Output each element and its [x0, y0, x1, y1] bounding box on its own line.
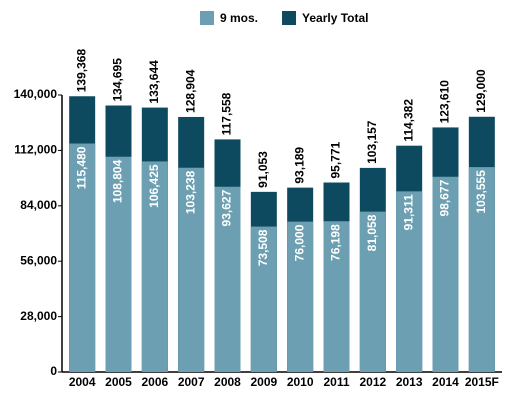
- data-label: 103,238: [183, 170, 197, 214]
- x-tick-label: 2006: [141, 375, 168, 389]
- x-tick-label: 2005: [105, 375, 132, 389]
- bar: [250, 226, 277, 372]
- bar: [214, 186, 241, 372]
- data-label: 76,000: [292, 224, 306, 261]
- data-label: 93,627: [220, 189, 234, 226]
- x-tick-label: 2008: [214, 375, 241, 389]
- data-label: 123,610: [438, 80, 452, 124]
- data-label: 117,558: [220, 92, 234, 135]
- y-tick-label: 0: [50, 364, 57, 378]
- data-label: 76,198: [329, 224, 343, 261]
- legend-label: Yearly Total: [302, 11, 368, 25]
- x-tick-label: 2013: [396, 375, 423, 389]
- bar: [178, 167, 205, 372]
- data-label: 103,555: [474, 170, 488, 214]
- y-tick-label: 112,000: [14, 143, 57, 157]
- data-label: 115,480: [74, 146, 88, 189]
- x-tick-label: 2014: [432, 375, 459, 389]
- bar: [141, 161, 168, 372]
- data-label: 73,508: [256, 229, 270, 266]
- data-label: 81,058: [365, 214, 379, 251]
- data-label: 133,644: [147, 60, 161, 104]
- y-tick-label: 84,000: [20, 198, 57, 212]
- y-tick-label: 28,000: [20, 309, 57, 323]
- bar: [432, 176, 459, 372]
- bar: [323, 221, 350, 372]
- data-label: 93,189: [292, 147, 306, 184]
- data-label: 134,695: [111, 58, 125, 102]
- bar: [105, 156, 132, 372]
- legend-label: 9 mos.: [220, 11, 258, 25]
- x-tick-label: 2010: [287, 375, 314, 389]
- bar: [396, 191, 423, 372]
- x-tick-label: 2009: [250, 375, 277, 389]
- data-label: 106,425: [147, 164, 161, 208]
- x-tick-label: 2012: [359, 375, 386, 389]
- x-tick-label: 2007: [178, 375, 205, 389]
- legend-swatch: [200, 11, 214, 25]
- bar: [287, 221, 314, 372]
- data-label: 103,157: [365, 120, 379, 164]
- x-tick-label: 2004: [69, 375, 96, 389]
- legend-swatch: [282, 11, 297, 25]
- x-tick-label: 2015F: [465, 375, 499, 389]
- data-label: 129,000: [474, 69, 488, 113]
- data-label: 91,311: [401, 194, 415, 230]
- data-label: 95,771: [329, 141, 343, 178]
- bar: [468, 167, 495, 372]
- bar: [69, 143, 96, 372]
- bar: [359, 211, 386, 372]
- data-label: 128,904: [183, 69, 197, 113]
- x-tick-label: 2011: [323, 375, 349, 389]
- data-label: 139,368: [74, 49, 88, 93]
- data-label: 98,677: [438, 179, 452, 216]
- data-label: 91,053: [256, 151, 270, 188]
- data-label: 108,804: [111, 159, 125, 203]
- y-tick-label: 140,000: [14, 87, 58, 101]
- y-tick-label: 56,000: [20, 253, 57, 267]
- data-label: 114,382: [401, 99, 415, 142]
